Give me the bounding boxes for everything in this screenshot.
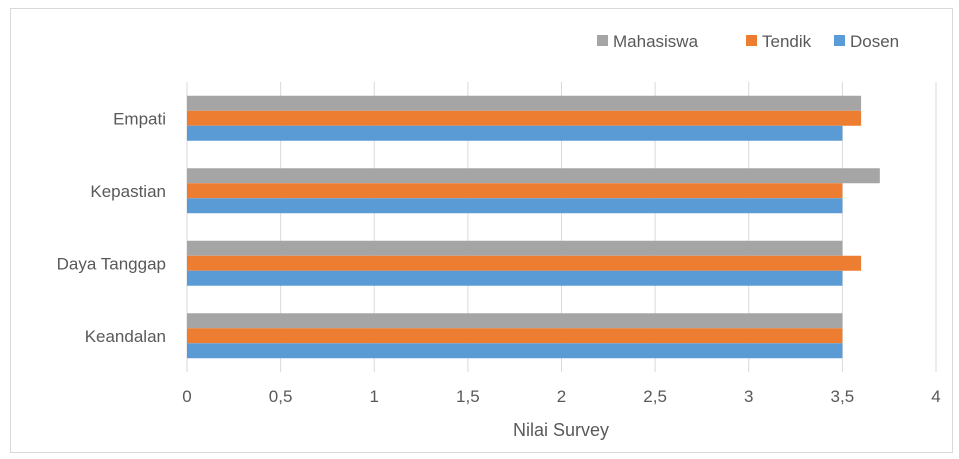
legend-swatch-dosen <box>834 35 845 46</box>
category-label: Keandalan <box>85 327 166 346</box>
legend-label-dosen: Dosen <box>850 32 899 51</box>
legend-label-tendik: Tendik <box>762 32 812 51</box>
bar-mahasiswa-daya-tanggap <box>187 240 843 256</box>
x-axis-title: Nilai Survey <box>513 420 609 440</box>
bar-mahasiswa-empati <box>187 95 862 111</box>
bar-mahasiswa-kepastian <box>187 168 880 184</box>
bar-dosen-kepastian <box>187 198 843 214</box>
bars <box>187 95 880 359</box>
bar-tendik-keandalan <box>187 328 843 344</box>
category-labels: Empati Kepastian Daya Tanggap Keandalan <box>57 109 166 346</box>
legend-swatch-tendik <box>746 35 757 46</box>
bar-dosen-daya-tanggap <box>187 270 843 286</box>
x-tick-label: 3 <box>744 387 753 406</box>
bar-tendik-kepastian <box>187 183 843 199</box>
bar-mahasiswa-keandalan <box>187 313 843 329</box>
category-label: Kepastian <box>90 182 166 201</box>
bar-tendik-empati <box>187 110 862 126</box>
x-tick-label: 4 <box>931 387 940 406</box>
x-tick-label: 0,5 <box>269 387 293 406</box>
x-tick-label: 1 <box>370 387 379 406</box>
bar-tendik-daya-tanggap <box>187 255 862 271</box>
bar-dosen-empati <box>187 125 843 141</box>
legend: Mahasiswa Tendik Dosen <box>597 32 899 51</box>
category-label: Empati <box>113 109 166 128</box>
x-tick-label: 2,5 <box>643 387 667 406</box>
chart-frame <box>10 8 953 453</box>
x-tick-label: 1,5 <box>456 387 480 406</box>
legend-swatch-mahasiswa <box>597 35 608 46</box>
legend-label-mahasiswa: Mahasiswa <box>613 32 699 51</box>
category-label: Daya Tanggap <box>57 254 166 273</box>
bar-dosen-keandalan <box>187 343 843 359</box>
x-tick-label: 0 <box>182 387 191 406</box>
x-tick-label: 3,5 <box>831 387 855 406</box>
x-tick-label: 2 <box>557 387 566 406</box>
x-tick-labels: 0 0,5 1 1,5 2 2,5 3 3,5 4 <box>182 387 940 406</box>
